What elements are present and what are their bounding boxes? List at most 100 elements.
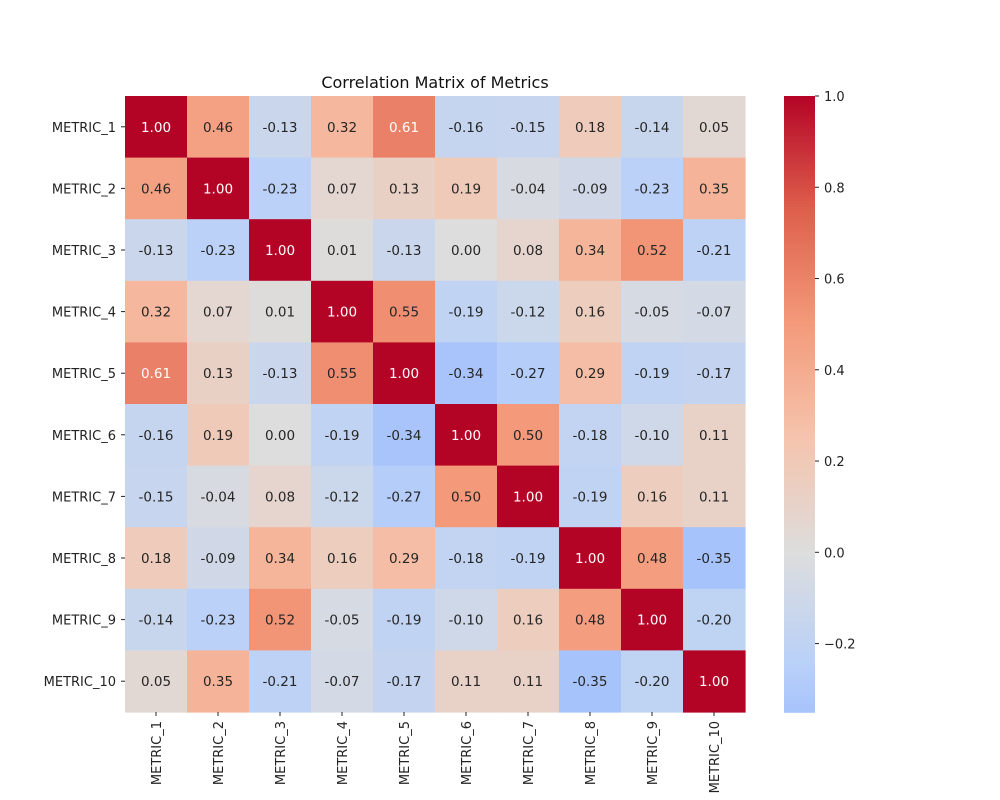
heatmap-cell (373, 342, 436, 405)
colorbar-segment (784, 517, 815, 522)
colorbar-segment (784, 628, 815, 633)
heatmap-cell-value: 0.16 (327, 551, 357, 567)
colorbar-segment (784, 619, 815, 624)
heatmap-cell-value: 0.01 (327, 243, 357, 259)
heatmap-cell (497, 280, 560, 343)
heatmap-cell (373, 280, 436, 343)
heatmap-cell-value: -0.04 (511, 181, 546, 197)
heatmap-cell-value: 1.00 (141, 120, 171, 136)
colorbar-segment (784, 148, 815, 153)
heatmap-cell (311, 280, 374, 343)
colorbar-segment (784, 102, 815, 107)
colorbar-tick-label: 0.4 (824, 364, 845, 379)
heatmap-cell (683, 157, 746, 220)
colorbar-segment (784, 351, 815, 356)
heatmap-cell-value: -0.10 (635, 428, 670, 444)
heatmap-cell (373, 465, 436, 528)
colorbar-segment (784, 579, 815, 584)
colorbar-segment (784, 320, 815, 325)
colorbar-segment (784, 656, 815, 661)
heatmap-cell (683, 96, 746, 159)
heatmap-cell (249, 404, 312, 467)
colorbar-segment (784, 490, 815, 495)
heatmap-cell (435, 157, 498, 220)
row-tick-label: METRIC_6 (52, 429, 116, 444)
heatmap-cell-value: -0.18 (449, 551, 484, 567)
colorbar-segment (784, 139, 815, 143)
colorbar-segment (784, 474, 815, 479)
heatmap-cell (249, 650, 312, 713)
heatmap-cell (373, 588, 436, 651)
colorbar-segment (784, 157, 815, 162)
heatmap-cell (125, 219, 188, 282)
colorbar-segment (784, 558, 815, 562)
heatmap-cell-value: 0.01 (265, 305, 295, 321)
colorbar-segment (784, 197, 815, 202)
heatmap-cell (683, 280, 746, 343)
colorbar-segment (784, 450, 815, 455)
heatmap-cell-value: 1.00 (327, 305, 357, 321)
colorbar-segment (784, 644, 815, 649)
heatmap-cell (187, 588, 250, 651)
heatmap-cell (435, 650, 498, 713)
heatmap-cell-value: -0.23 (201, 243, 236, 259)
heatmap-cell (621, 404, 684, 467)
heatmap-cell (187, 404, 250, 467)
colorbar-segment (784, 290, 815, 294)
colorbar-segment (784, 687, 815, 692)
colorbar-segment (784, 561, 815, 565)
colorbar-segment (784, 256, 815, 261)
heatmap-cell-value: -0.23 (635, 181, 670, 197)
colorbar-segment (784, 209, 815, 214)
colorbar-segment (784, 551, 815, 556)
heatmap-cell-value: 0.52 (265, 613, 295, 629)
colorbar-segment (784, 348, 815, 353)
colorbar-segment (784, 360, 815, 365)
colorbar-segment (784, 96, 815, 100)
colorbar-segment (784, 696, 815, 701)
column-tick-label: METRIC_1 (150, 721, 165, 785)
colorbar-segment (784, 277, 815, 282)
colorbar-segment (784, 582, 815, 587)
heatmap-cell (125, 588, 188, 651)
colorbar-segment (784, 123, 815, 128)
heatmap-cell-value: -0.35 (573, 674, 608, 690)
colorbar-segment (784, 678, 815, 682)
heatmap-cell (311, 96, 374, 159)
heatmap-cell-value: -0.12 (325, 489, 360, 505)
colorbar-segment (784, 539, 815, 544)
colorbar-segment (784, 132, 815, 137)
heatmap-cell (683, 465, 746, 528)
heatmap-cell (373, 404, 436, 467)
heatmap-cell (125, 96, 188, 159)
colorbar-segment (784, 477, 815, 482)
row-tick-label: METRIC_4 (52, 306, 116, 321)
heatmap-cell-value: 0.29 (575, 366, 605, 382)
heatmap-cell (125, 465, 188, 528)
colorbar-segment (784, 404, 815, 408)
colorbar-segment (784, 594, 815, 599)
colorbar-segment (784, 564, 815, 569)
heatmap-cell (373, 219, 436, 282)
heatmap-cell-value: -0.20 (697, 613, 732, 629)
colorbar-segment (784, 243, 815, 248)
colorbar-segment (784, 286, 815, 291)
column-tick-label: METRIC_4 (336, 721, 351, 785)
heatmap-cell (621, 650, 684, 713)
heatmap-cell-value: -0.05 (635, 305, 670, 321)
heatmap-cell (249, 588, 312, 651)
heatmap-cell (187, 96, 250, 159)
colorbar-segment (784, 693, 815, 698)
colorbar-segment (784, 638, 815, 642)
colorbar-segment (784, 447, 815, 451)
heatmap-cell-value: -0.14 (635, 120, 670, 136)
heatmap-cell-value: -0.07 (697, 305, 732, 321)
colorbar-segment (784, 250, 815, 254)
heatmap-cell-value: 0.34 (575, 243, 605, 259)
row-tick-label: METRIC_3 (52, 244, 116, 259)
column-tick-label: METRIC_9 (646, 721, 661, 785)
heatmap-cell (497, 342, 560, 405)
colorbar-segment (784, 114, 815, 119)
heatmap-cell (559, 588, 622, 651)
